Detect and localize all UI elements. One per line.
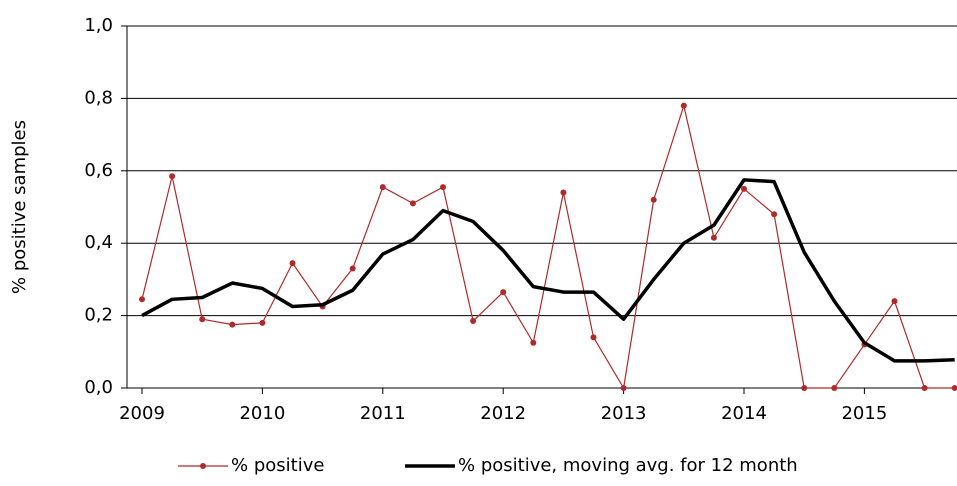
- point: [891, 298, 898, 305]
- point: [379, 184, 386, 191]
- point: [921, 385, 928, 391]
- legend-label: % positive, moving avg. for 12 month: [458, 455, 798, 476]
- y-axis-label: % positive samples: [9, 120, 30, 294]
- point: [951, 385, 957, 391]
- point: [590, 334, 597, 341]
- y-tick-label: 0,8: [84, 87, 113, 108]
- x-tick-label: 2014: [721, 403, 767, 424]
- point: [199, 316, 206, 323]
- y-tick-label: 0,6: [84, 160, 113, 181]
- point: [680, 102, 687, 109]
- point: [500, 289, 507, 296]
- x-tick-label: 2013: [601, 403, 647, 424]
- x-tick-label: 2010: [239, 403, 285, 424]
- point: [169, 173, 176, 180]
- point: [710, 234, 717, 241]
- x-tick-label: 2015: [841, 403, 887, 424]
- point: [440, 184, 446, 191]
- point: [409, 200, 416, 207]
- point: [741, 185, 747, 192]
- y-tick-label: 1,0: [84, 15, 113, 36]
- point: [289, 260, 296, 267]
- point: [560, 189, 567, 196]
- point: [771, 211, 778, 218]
- x-tick-label: 2012: [480, 403, 526, 424]
- series-line: [141, 178, 955, 363]
- point: [831, 385, 838, 391]
- y-tick-label: 0,2: [84, 305, 113, 326]
- point: [349, 265, 356, 272]
- y-tick-label: 0,0: [84, 377, 113, 398]
- point: [139, 296, 145, 303]
- point: [470, 318, 477, 325]
- x-tick-label: 2011: [360, 403, 406, 424]
- point: [801, 385, 808, 391]
- series-line: [141, 105, 955, 389]
- legend-label: % positive: [231, 455, 324, 476]
- point: [620, 385, 627, 391]
- point: [650, 196, 657, 203]
- point: [229, 321, 236, 328]
- point: [259, 319, 266, 326]
- point: [530, 339, 537, 346]
- y-tick-label: 0,4: [84, 232, 113, 253]
- x-tick-label: 2009: [119, 403, 165, 424]
- legend-marker: [200, 463, 206, 469]
